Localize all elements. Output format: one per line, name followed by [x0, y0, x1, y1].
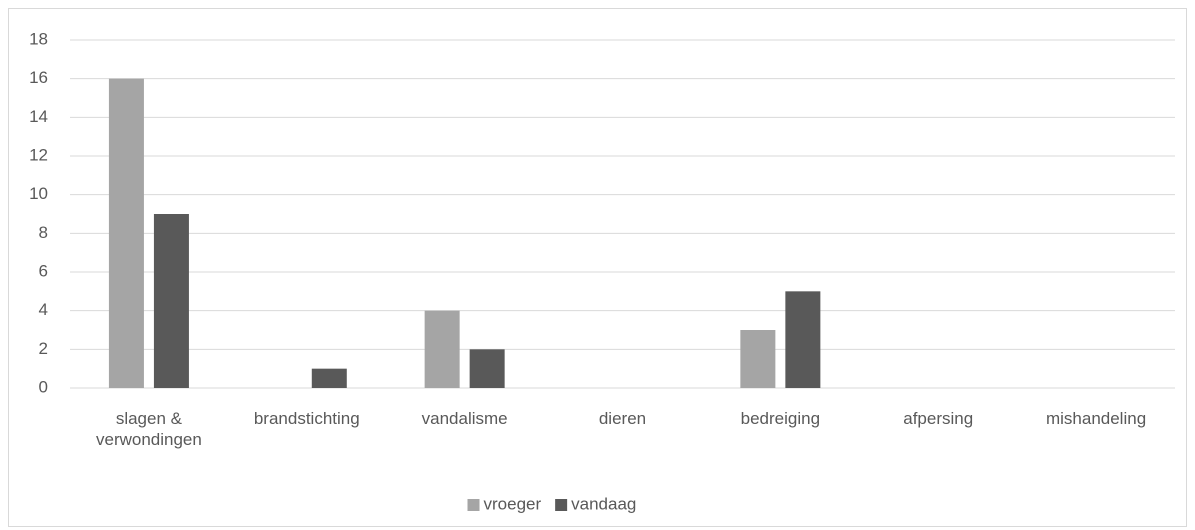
- bar: [153, 214, 189, 388]
- x-tick-label: bedreiging: [740, 409, 821, 428]
- legend-swatch: [467, 499, 480, 511]
- x-tick-label: afpersing: [903, 409, 974, 428]
- y-tick-label: 18: [29, 29, 48, 48]
- bar: [424, 310, 460, 388]
- y-tick-label: 16: [29, 68, 48, 87]
- chart-border: [8, 8, 1187, 527]
- bar: [469, 349, 505, 388]
- bar: [108, 78, 144, 389]
- y-tick-label: 12: [29, 145, 48, 164]
- y-tick-label: 4: [39, 300, 48, 319]
- x-tick-label: mishandeling: [1045, 409, 1147, 428]
- legend-swatch: [555, 499, 568, 511]
- y-tick-label: 8: [39, 223, 48, 242]
- y-tick-label: 2: [39, 339, 48, 358]
- bar: [311, 368, 347, 388]
- y-tick-label: 0: [39, 377, 48, 396]
- legend-label: vroeger: [484, 494, 542, 513]
- bar: [740, 330, 776, 388]
- x-tick-label: brandstichting: [253, 409, 360, 428]
- x-tick-label: slagen & verwondingen: [95, 409, 202, 449]
- x-tick-label: vandalisme: [421, 409, 508, 428]
- y-tick-label: 10: [29, 184, 48, 203]
- legend-label: vandaag: [571, 494, 636, 513]
- y-tick-label: 6: [39, 261, 48, 280]
- bar: [785, 291, 821, 388]
- y-tick-label: 14: [29, 107, 48, 126]
- x-tick-label: dieren: [598, 409, 647, 428]
